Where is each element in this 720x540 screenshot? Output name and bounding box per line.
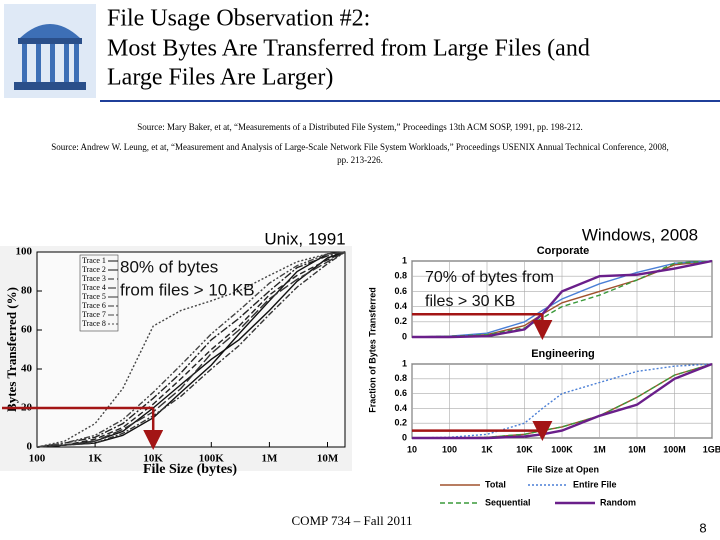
legend-label: Trace 8: [82, 319, 106, 328]
series-line: [36, 251, 346, 448]
legend-label: Trace 1: [82, 256, 106, 265]
legend-label: Trace 2: [82, 265, 106, 274]
x-tick-label: 10M: [628, 444, 646, 454]
x-tick-label: 10K: [143, 453, 163, 465]
x-tick-label: 100K: [199, 453, 225, 465]
legend-label: Trace 7: [82, 310, 106, 319]
page-number: 8: [699, 520, 706, 535]
footer: COMP 734 – Fall 2011: [291, 513, 412, 528]
series-line: [36, 251, 346, 448]
y-tick-label: 40: [21, 363, 33, 375]
y-axis-label: Fraction of Bytes Transferred: [367, 287, 377, 413]
x-axis-label: File Size (bytes): [143, 462, 237, 477]
chart-title: Engineering: [531, 348, 595, 360]
chart-title: Corporate: [537, 245, 590, 257]
y-tick-label: 1: [402, 358, 407, 368]
x-tick-label: 10M: [317, 453, 339, 465]
y-tick-label: 0: [27, 441, 33, 453]
annotation: 70% of bytes from: [425, 269, 554, 286]
x-tick-label: 100K: [551, 444, 573, 454]
y-tick-label: 100: [16, 246, 33, 258]
legend-label: Trace 5: [82, 292, 106, 301]
source: Source: Mary Baker, et at, “Measurements…: [137, 122, 583, 132]
legend-label: Trace 6: [82, 301, 106, 310]
y-tick-label: 0: [402, 331, 407, 341]
chart-title: Unix, 1991: [264, 229, 345, 248]
x-axis-label: File Size at Open: [527, 464, 599, 474]
x-tick-label: 100: [442, 444, 457, 454]
source: Source: Andrew W. Leung, et at, “Measure…: [51, 142, 669, 152]
series-line: [36, 251, 346, 448]
y-tick-label: 0.8: [394, 271, 407, 281]
series-line: [36, 251, 346, 448]
source: pp. 213-226.: [337, 155, 383, 165]
y-tick-label: 1: [402, 255, 407, 265]
logo: [4, 4, 96, 98]
x-tick-label: 1K: [481, 444, 493, 454]
x-tick-label: 10K: [516, 444, 533, 454]
y-tick-label: 0.6: [394, 388, 407, 398]
y-tick-label: 0.4: [394, 301, 407, 311]
legend-label: Trace 3: [82, 274, 106, 283]
series-line: [36, 251, 346, 448]
x-tick-label: 10: [407, 444, 417, 454]
title-line: File Usage Observation #2:: [107, 6, 370, 32]
y-tick-label: 0.6: [394, 286, 407, 296]
legend-label: Total: [485, 479, 506, 489]
legend-box: [79, 254, 119, 332]
series-line: [411, 363, 713, 439]
series-line: [412, 259, 713, 339]
title-line: Large Files Are Larger): [107, 65, 333, 91]
y-tick-label: 0.2: [394, 418, 407, 428]
legend-label: Trace 4: [82, 283, 106, 292]
x-tick-label: 100: [29, 453, 46, 465]
y-tick-label: 0: [402, 432, 407, 442]
group-title: Windows, 2008: [582, 225, 698, 244]
y-tick-label: 80: [21, 285, 33, 297]
x-tick-label: 1GB: [703, 444, 720, 454]
annotation: 80% of bytes: [120, 257, 218, 276]
y-tick-label: 60: [21, 324, 33, 336]
y-tick-label: 0.8: [394, 373, 407, 383]
x-tick-label: 1M: [593, 444, 606, 454]
x-tick-label: 1M: [261, 453, 278, 465]
series-line: [36, 251, 346, 448]
legend-label: Random: [600, 497, 636, 507]
series-line: [411, 260, 713, 338]
annotation: from files > 10 KB: [120, 280, 255, 299]
y-axis-label: Bytes Transferred (%): [4, 287, 19, 412]
x-tick-label: 1K: [88, 453, 103, 465]
title-line: Most Bytes Are Transferred from Large Fi…: [107, 36, 590, 62]
y-tick-label: 0.2: [394, 316, 407, 326]
annotation: files > 30 KB: [425, 293, 515, 310]
x-tick-label: 100M: [663, 444, 686, 454]
y-tick-label: 0.4: [394, 403, 407, 413]
legend-label: Sequential: [485, 497, 531, 507]
legend-label: Entire File: [573, 479, 617, 489]
